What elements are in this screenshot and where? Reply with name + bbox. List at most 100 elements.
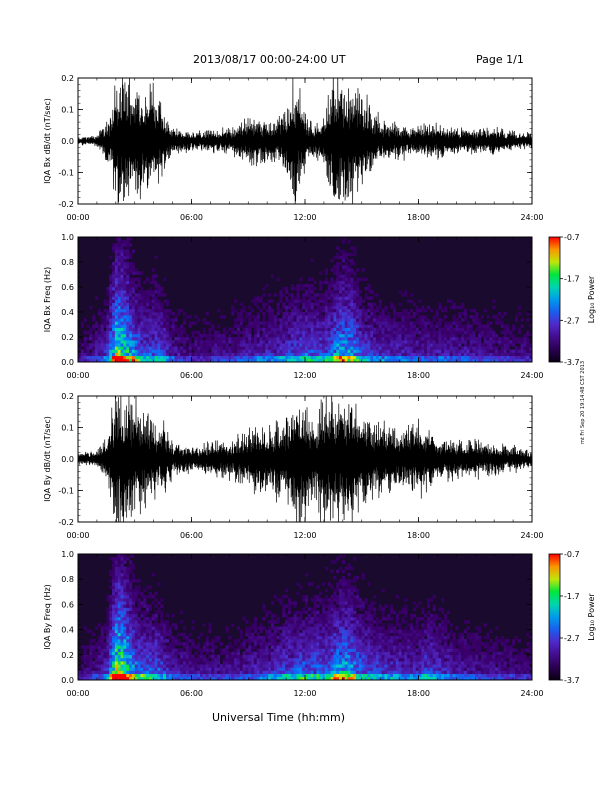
spectrogram-cell: [395, 324, 399, 328]
spectrogram-cell: [409, 352, 414, 357]
spectrogram-cell: [140, 299, 144, 303]
spectrogram-cell: [279, 664, 283, 668]
spectrogram-cell: [137, 340, 141, 344]
spectrogram-cell: [364, 333, 368, 338]
spectrogram-cell: [146, 620, 150, 624]
spectrogram-cell: [262, 654, 266, 659]
spectrogram-cell: [432, 318, 436, 322]
spectrogram-cell: [120, 265, 124, 269]
spectrogram-cell: [270, 651, 275, 656]
spectrogram-cell: [148, 626, 153, 630]
spectrogram-cell: [276, 308, 280, 313]
spectrogram-cell: [112, 290, 116, 294]
spectrogram-cell: [140, 340, 144, 344]
spectrogram-cell: [171, 321, 175, 325]
spectrogram-cell: [239, 355, 243, 360]
spectrogram-cell: [123, 330, 127, 335]
spectrogram-cell: [131, 343, 136, 347]
spectrogram-cell: [126, 318, 130, 322]
spectrogram-cell: [236, 639, 241, 643]
spectrogram-cell: [117, 262, 121, 266]
spectrogram-cell: [313, 648, 317, 652]
spectrogram-cell: [180, 673, 184, 678]
spectrogram-cell: [112, 352, 116, 357]
spectrogram-cell: [282, 629, 286, 634]
spectrogram-cell: [109, 265, 113, 269]
spectrogram-cell: [163, 333, 167, 338]
spectrogram-cell: [305, 312, 309, 316]
spectrogram-cell: [449, 343, 453, 347]
spectrogram-cell: [92, 318, 96, 322]
spectrogram-cell: [444, 305, 448, 310]
spectrogram-cell: [302, 673, 306, 678]
spectrogram-cell: [307, 676, 311, 681]
spectrogram-cell: [497, 321, 502, 325]
spectrogram-cell: [160, 358, 164, 363]
spectrogram-cell: [398, 327, 402, 332]
spectrogram-cell: [242, 670, 246, 674]
spectrogram-cell: [475, 346, 479, 350]
spectrogram-cell: [415, 330, 419, 335]
spectrogram-cell: [270, 667, 275, 671]
spectrogram-cell: [219, 667, 224, 671]
spectrogram-cell: [475, 327, 479, 332]
spectrogram-cell: [236, 312, 241, 316]
spectrogram-cell: [154, 676, 158, 681]
spectrogram-cell: [373, 315, 377, 319]
spectrogram-cell: [265, 648, 269, 652]
spectrogram-cell: [205, 670, 209, 674]
spectrogram-cell: [265, 613, 269, 618]
spectrogram-cell: [253, 657, 258, 662]
spectrogram-cell: [316, 324, 320, 328]
spectrogram-cell: [418, 299, 422, 303]
spectrogram-cell: [151, 651, 155, 656]
spectrogram-cell: [123, 318, 127, 322]
spectrogram-cell: [262, 343, 266, 347]
spectrogram-cell: [106, 290, 110, 294]
spectrogram-cell: [404, 346, 408, 350]
spectrogram-cell: [83, 358, 87, 363]
spectrogram-cell: [89, 639, 93, 643]
spectrogram-cell: [319, 271, 323, 275]
spectrogram-cell: [259, 648, 263, 652]
spectrogram-cell: [489, 330, 493, 335]
spectrogram-cell: [126, 610, 130, 615]
spectrogram-cell: [112, 632, 116, 637]
spectrogram-cell: [313, 651, 317, 656]
spectrogram-cell: [143, 594, 147, 599]
spectrogram-cell: [270, 312, 275, 316]
spectrogram-cell: [239, 676, 243, 681]
spectrogram-cell: [214, 667, 218, 671]
spectrogram-cell: [225, 346, 229, 350]
spectrogram-cell: [140, 343, 144, 347]
spectrogram-cell: [163, 324, 167, 328]
spectrogram-cell: [217, 337, 221, 341]
spectrogram-cell: [358, 327, 363, 332]
spectrogram-cell: [114, 572, 119, 577]
spectrogram-cell: [134, 591, 138, 596]
spectrogram-cell: [330, 280, 334, 285]
spectrogram-cell: [89, 343, 93, 347]
spectrogram-cell: [316, 293, 320, 297]
spectrogram-cell: [364, 287, 368, 291]
spectrogram-cell: [126, 654, 130, 659]
spectrogram-cell: [148, 349, 153, 353]
spectrogram-cell: [296, 305, 300, 310]
spectrogram-cell: [259, 626, 263, 630]
spectrogram-cell: [137, 277, 141, 282]
spectrogram-cell: [112, 598, 116, 602]
spectrogram-cell: [330, 299, 334, 303]
spectrogram-cell: [480, 315, 485, 319]
spectrogram-cell: [251, 352, 255, 357]
spectrogram-cell: [171, 667, 175, 671]
spectrogram-cell: [444, 343, 448, 347]
spectrogram-cell: [146, 312, 150, 316]
spectrogram-cell: [168, 632, 172, 637]
spectrogram-cell: [182, 651, 187, 656]
spectrogram-cell: [361, 308, 365, 313]
spectrogram-cell: [134, 676, 138, 681]
spectrogram-cell: [478, 349, 482, 353]
spectrogram-cell: [324, 305, 328, 310]
spectrogram-cell: [339, 340, 343, 344]
spectrogram-cell: [287, 324, 292, 328]
